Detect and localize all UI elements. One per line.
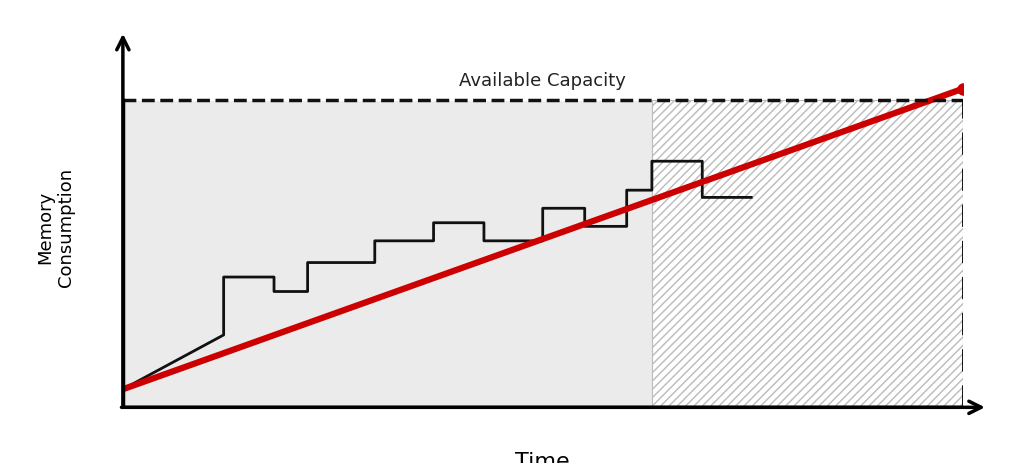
Text: Available Capacity: Available Capacity xyxy=(460,72,626,90)
Text: Memory
Consumption: Memory Consumption xyxy=(36,168,75,286)
Text: Time: Time xyxy=(515,451,570,463)
